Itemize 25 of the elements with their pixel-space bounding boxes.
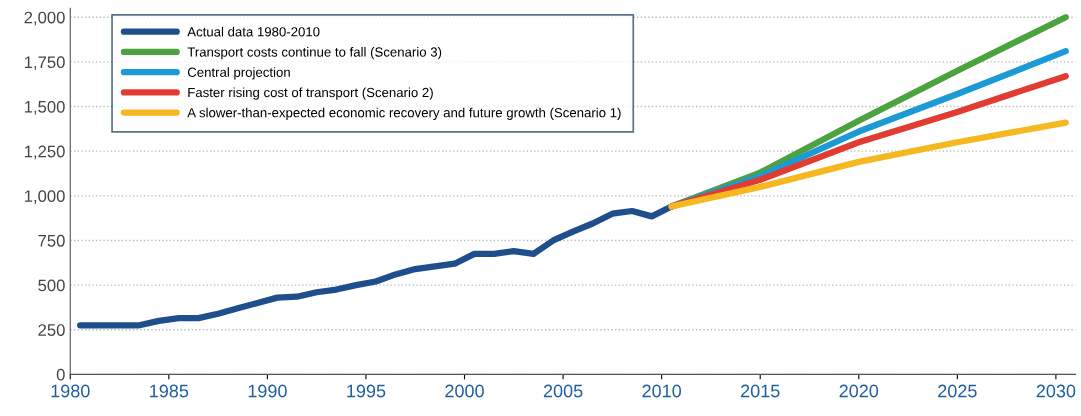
y-tick-label: 250 [38, 324, 65, 336]
legend-label: Faster rising cost of transport (Scenario 2) [188, 87, 433, 100]
x-tick-label: 2005 [543, 384, 583, 398]
x-tick-label: 2015 [741, 384, 780, 398]
legend-label: Central projection [187, 67, 290, 80]
y-tick-label: 500 [38, 279, 65, 292]
x-tick-label: 2030 [1036, 384, 1076, 398]
y-tick-label: 0 [56, 368, 65, 381]
x-tick-label: 2000 [445, 384, 484, 398]
x-tick-label: 2020 [839, 384, 879, 398]
x-tick-label: 1980 [51, 384, 90, 398]
y-tick-label: 1,500 [24, 100, 65, 115]
x-tick-label: 2025 [938, 384, 977, 398]
x-tick-label: 1990 [248, 384, 287, 398]
y-tick-label: 1,750 [24, 56, 65, 71]
y-tick-label: 1,250 [24, 145, 65, 160]
legend-label: Transport costs continue to fall (Scenario 3) [187, 47, 442, 60]
y-tick-label: 2,000 [24, 11, 65, 26]
y-tick-label: 1,000 [24, 190, 65, 204]
x-tick-label: 1985 [150, 384, 189, 398]
legend-label: Actual data 1980-2010 [187, 26, 320, 37]
x-tick-label: 2010 [642, 384, 682, 398]
legend-label: A slower-than-expected economic recovery and future growth (Scenario 1) [187, 107, 621, 120]
y-tick-label: 750 [38, 234, 65, 247]
x-tick-label: 1995 [347, 384, 386, 398]
